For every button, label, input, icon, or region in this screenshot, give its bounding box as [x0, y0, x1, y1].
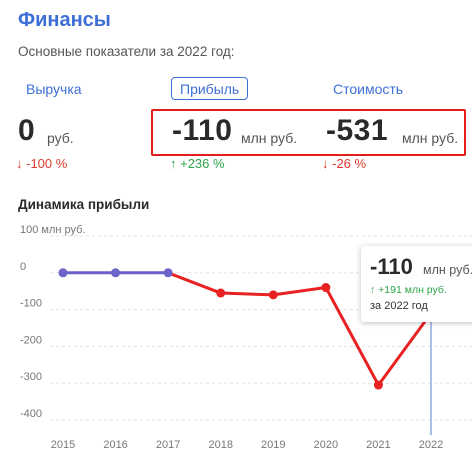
data-point: [58, 268, 68, 278]
data-point: [111, 268, 121, 278]
page-title: Финансы: [18, 9, 111, 31]
profit-line-chart: 100 млн руб. 0 -100 -200 -300 -400 2015 2016 201…: [20, 224, 472, 451]
y-tick-label: -400: [20, 408, 42, 420]
data-point: [216, 288, 226, 298]
x-tick-label: 2016: [103, 439, 127, 451]
profit-unit: млн руб.: [241, 130, 298, 146]
x-tick-label: 2017: [156, 439, 180, 451]
data-point: [268, 290, 278, 300]
series-line-segment: [166, 271, 223, 295]
data-point: [373, 380, 383, 390]
page-subtitle: Основные показатели за 2022 год:: [18, 44, 235, 59]
series-line-segment: [271, 286, 328, 297]
y-tick-label: 100 млн руб.: [20, 224, 86, 236]
series-line-segment: [219, 291, 275, 297]
y-tick-label: -100: [20, 298, 42, 310]
cost-change: ↓ -26 %: [322, 156, 367, 171]
y-tick-label: 0: [20, 261, 26, 273]
tab-revenue[interactable]: Выручка: [26, 81, 82, 97]
tooltip-unit: млн руб.: [423, 263, 472, 277]
revenue-value: 0: [18, 114, 36, 147]
tooltip-change: ↑ +191 млн руб.: [370, 284, 447, 296]
series-line-segment: [376, 311, 433, 387]
x-tick-label: 2015: [51, 439, 75, 451]
x-tick-label: 2019: [261, 439, 285, 451]
data-point: [321, 283, 331, 293]
series-line-segment: [324, 286, 380, 387]
cost-unit: млн руб.: [402, 130, 459, 146]
revenue-change: ↓ -100 %: [16, 156, 68, 171]
chart-tooltip: -110 млн руб. ↑ +191 млн руб. за 2022 го…: [361, 246, 472, 322]
profit-change: ↑ +236 %: [170, 156, 225, 171]
profit-value: -110: [172, 114, 233, 147]
x-tick-label: 2022: [419, 439, 443, 451]
revenue-unit: руб.: [47, 130, 74, 146]
chart-title: Динамика прибыли: [18, 197, 150, 212]
cost-value: -531: [326, 114, 389, 147]
x-tick-label: 2021: [366, 439, 390, 451]
tab-profit[interactable]: Прибыль: [171, 77, 249, 100]
tab-cost[interactable]: Стоимость: [333, 81, 404, 97]
x-tick-label: 2020: [314, 439, 338, 451]
data-point: [163, 268, 173, 278]
tooltip-value: -110: [370, 254, 413, 279]
highlight-annotation-box: [151, 109, 466, 156]
x-tick-label: 2018: [208, 439, 232, 451]
y-tick-label: -300: [20, 371, 42, 383]
tooltip-period: за 2022 год: [370, 300, 428, 312]
y-tick-label: -200: [20, 334, 42, 346]
